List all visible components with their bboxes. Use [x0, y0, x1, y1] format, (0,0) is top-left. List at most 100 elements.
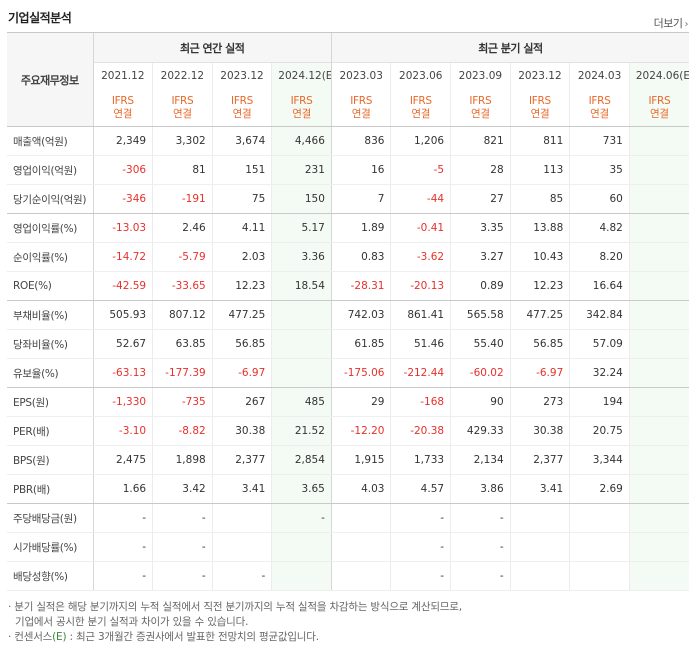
table-cell: - [92, 532, 153, 562]
table-cell: 16 [330, 155, 391, 185]
table-cell [628, 358, 689, 388]
table-cell [569, 503, 630, 533]
table-row: ROE(%) -42.59 -33.65 12.23 18.54 -28.31 -20.13… [7, 271, 689, 301]
table-cell: 742.03 [330, 300, 391, 330]
table-cell: 1.89 [330, 213, 391, 243]
table-cell [628, 184, 689, 214]
table-row: 유보율(%) -63.13 -177.39 -6.97 -175.06 -212.44 -6… [7, 358, 689, 388]
table-cell: - [450, 532, 511, 562]
table-cell: 60 [569, 184, 630, 214]
period-header: 2023.06 [390, 62, 451, 89]
table-cell: 5.17 [271, 213, 332, 243]
table-cell [271, 561, 332, 591]
table-cell [628, 416, 689, 446]
table-cell: 485 [271, 387, 332, 417]
table-cell: 52.67 [92, 329, 153, 359]
table-cell: 1,206 [390, 126, 451, 156]
table-cell [509, 561, 570, 591]
table-cell: - [450, 503, 511, 533]
table-cell [628, 329, 689, 359]
table-cell: 821 [450, 126, 511, 156]
table-cell: 3,674 [211, 126, 272, 156]
row-label: 주당배당금(원) [7, 503, 93, 533]
table-row: PBR(배) 1.66 3.42 3.41 3.65 4.03 4.57 3.86 3.41 2.… [7, 474, 689, 504]
table-cell [628, 445, 689, 475]
table-cell: 20.75 [569, 416, 630, 446]
table-row: EPS(원) -1,330 -735 267 485 29 -168 90 273 194 [7, 387, 689, 417]
row-label-header: 주요재무정보 [7, 32, 93, 127]
row-label: 영업이익률(%) [7, 213, 93, 243]
table-cell: 3.41 [211, 474, 272, 504]
table-cell: 12.23 [509, 271, 570, 301]
table-cell: 3.27 [450, 242, 511, 272]
table-cell: -168 [390, 387, 451, 417]
table-row: BPS(원) 2,475 1,898 2,377 2,854 1,915 1,733 2,13… [7, 445, 689, 475]
more-link[interactable]: 더보기 › [653, 15, 689, 31]
table-cell: 75 [211, 184, 272, 214]
table-cell [628, 271, 689, 301]
table-cell: 3.41 [509, 474, 570, 504]
table-cell: 18.54 [271, 271, 332, 301]
table-cell: -42.59 [92, 271, 153, 301]
table-cell: 0.83 [330, 242, 391, 272]
more-label: 더보기 [653, 17, 683, 30]
row-label: 유보율(%) [7, 358, 93, 388]
table-cell: -1,330 [92, 387, 153, 417]
period-header: 2024.06(E) [628, 62, 689, 89]
table-cell: 3.42 [152, 474, 213, 504]
table-cell: -13.03 [92, 213, 153, 243]
table-cell: 2,475 [92, 445, 153, 475]
table-cell: -177.39 [152, 358, 213, 388]
table-cell: -63.13 [92, 358, 153, 388]
table-cell [211, 503, 272, 533]
table-cell: - [152, 532, 213, 562]
table-cell: 2.69 [569, 474, 630, 504]
table-cell: 4.57 [390, 474, 451, 504]
table-cell: - [390, 532, 451, 562]
row-label: 순이익률(%) [7, 242, 93, 272]
period-header: 2021.12 [92, 62, 153, 89]
table-cell: - [450, 561, 511, 591]
period-header: 2024.03 [569, 62, 630, 89]
quarter-group-header: 최근 분기 실적 [330, 32, 689, 63]
table-cell: 90 [450, 387, 511, 417]
table-cell: - [390, 503, 451, 533]
table-cell: 30.38 [509, 416, 570, 446]
financial-summary-table: 주요재무정보 최근 연간 실적 최근 분기 실적 2021.12 2022.12 2… [7, 32, 689, 591]
table-cell: 342.84 [569, 300, 630, 330]
table-cell: 13.88 [509, 213, 570, 243]
table-cell: 1,733 [390, 445, 451, 475]
table-cell: 85 [509, 184, 570, 214]
table-cell: 267 [211, 387, 272, 417]
table-cell [628, 474, 689, 504]
footnote-1b: 기업에서 공시한 분기 실적과 차이가 있을 수 있습니다. [15, 616, 249, 628]
period-header: 2023.03 [330, 62, 391, 89]
table-cell: 861.41 [390, 300, 451, 330]
row-label: 부채비율(%) [7, 300, 93, 330]
table-cell [211, 532, 272, 562]
row-label: PER(배) [7, 416, 93, 446]
row-label: PBR(배) [7, 474, 93, 504]
table-cell: 29 [330, 387, 391, 417]
table-cell [628, 126, 689, 156]
table-cell: -14.72 [92, 242, 153, 272]
table-cell: 477.25 [509, 300, 570, 330]
table-row: 당좌비율(%) 52.67 63.85 56.85 61.85 51.46 55.40 56.… [7, 329, 689, 359]
table-cell: 2,377 [509, 445, 570, 475]
table-cell: 4.11 [211, 213, 272, 243]
table-cell: -3.10 [92, 416, 153, 446]
table-row: 당기순이익(억원) -346 -191 75 150 7 -44 27 85 60 [7, 184, 689, 214]
table-cell [330, 532, 391, 562]
table-cell: 10.43 [509, 242, 570, 272]
table-cell: 1,915 [330, 445, 391, 475]
table-cell: -5 [390, 155, 451, 185]
table-cell: 3.36 [271, 242, 332, 272]
row-label: EPS(원) [7, 387, 93, 417]
period-header: 2023.09 [450, 62, 511, 89]
basis-header: IFRS 연결 [628, 89, 689, 127]
table-cell: 55.40 [450, 329, 511, 359]
period-header: 2024.12(E) [271, 62, 332, 89]
table-cell: -3.62 [390, 242, 451, 272]
basis-header: IFRS 연결 [271, 89, 332, 127]
table-cell: 0.89 [450, 271, 511, 301]
